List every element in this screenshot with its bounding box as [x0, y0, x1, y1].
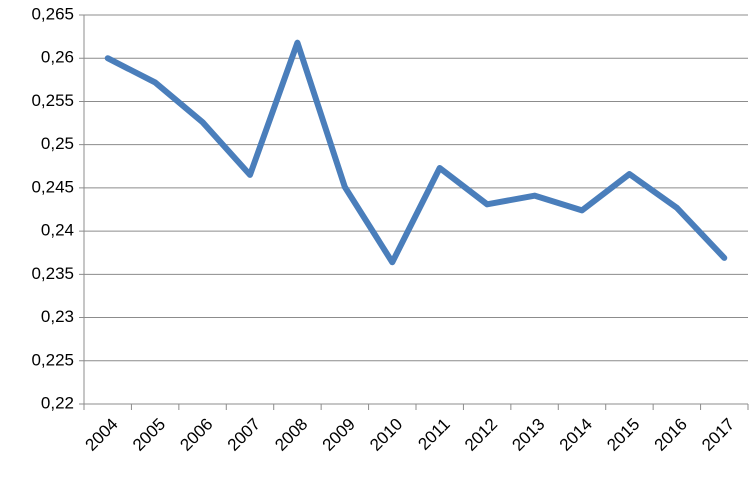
- y-tick-label: 0,26: [41, 48, 74, 67]
- x-tick-label: 2017: [698, 415, 738, 455]
- x-tick-label: 2011: [414, 415, 453, 454]
- x-tick-label: 2004: [82, 415, 122, 455]
- x-tick-label: 2007: [224, 415, 264, 455]
- line: [104, 39, 728, 266]
- y-tick-label: 0,25: [41, 134, 74, 153]
- y-tick-label: 0,23: [41, 307, 74, 326]
- x-tick-label: 2006: [176, 415, 216, 455]
- y-tick-label: 0,24: [41, 221, 74, 240]
- x-tick-label: 2013: [508, 415, 548, 455]
- x-tick-label: 2012: [461, 415, 501, 455]
- x-tick-label: 2010: [366, 415, 406, 455]
- y-tick-label: 0,22: [41, 393, 74, 412]
- x-tick-label: 2005: [129, 415, 169, 455]
- y-tick-label: 0,265: [31, 4, 74, 23]
- x-tick-label: 2015: [603, 415, 643, 455]
- y-tick-label: 0,235: [31, 264, 74, 283]
- x-tick-label: 2016: [651, 415, 691, 455]
- y-tick-label: 0,225: [31, 350, 74, 369]
- y-tick-label: 0,255: [31, 91, 74, 110]
- x-tick-label: 2008: [271, 415, 311, 455]
- x-tick-label: 2014: [556, 415, 596, 455]
- x-tick-label: 2009: [319, 415, 359, 455]
- y-tick-label: 0,245: [31, 177, 74, 196]
